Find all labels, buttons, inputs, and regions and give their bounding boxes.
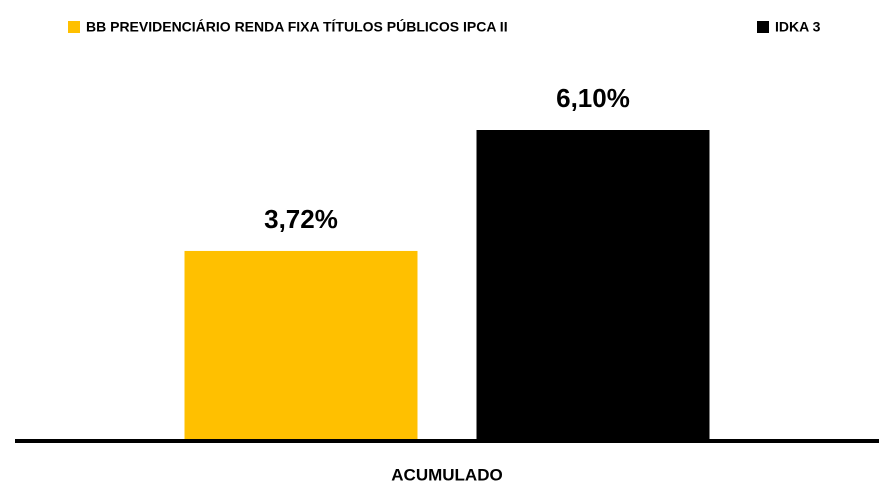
legend-label: BB PREVIDENCIÁRIO RENDA FIXA TÍTULOS PÚB…	[86, 18, 508, 35]
legend-swatch	[757, 21, 769, 33]
bar	[184, 250, 418, 440]
x-tick-label: ACUMULADO	[391, 465, 502, 484]
bar	[476, 130, 710, 440]
legend-swatch	[68, 21, 80, 33]
data-label: 3,72%	[264, 204, 338, 234]
data-label: 6,10%	[556, 83, 630, 113]
legend-label: IDKA 3	[775, 19, 821, 35]
x-axis	[15, 439, 879, 443]
